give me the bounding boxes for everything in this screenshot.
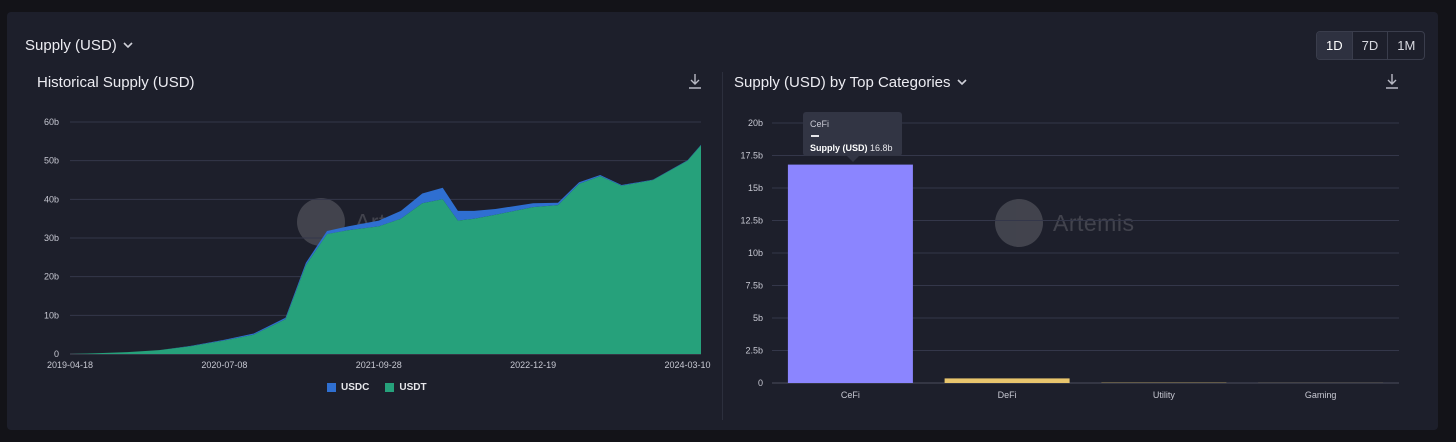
usdt-area [70, 145, 701, 354]
legend-label-usdc: USDC [341, 382, 370, 393]
y-tick-label: 12.5b [740, 216, 763, 226]
tooltip-value: 16.8b [870, 143, 893, 153]
bar-tooltip: CeFi Supply (USD) 16.8b [803, 112, 902, 156]
download-icon[interactable] [1385, 73, 1399, 94]
y-tick-label: 20b [44, 272, 59, 282]
artemis-logo-icon [995, 199, 1043, 247]
bar-defi[interactable] [944, 378, 1070, 383]
tooltip-category: CeFi [810, 119, 830, 129]
chevron-down-icon [956, 75, 967, 89]
y-tick-label: 30b [44, 233, 59, 243]
x-tick-label: 2019-04-18 [47, 360, 93, 370]
x-tick-label: 2024-03-10 [665, 360, 711, 370]
chevron-down-icon [123, 38, 133, 52]
y-tick-label: 10b [748, 248, 763, 258]
y-tick-label: 10b [44, 310, 59, 320]
historical-chart-title-text: Historical Supply (USD) [37, 74, 195, 91]
x-tick-label: CeFi [841, 390, 860, 400]
x-tick-label: Gaming [1305, 390, 1337, 400]
y-tick-label: 15b [748, 183, 763, 193]
download-icon[interactable] [688, 73, 702, 94]
categories-chart-dropdown[interactable]: Supply (USD) by Top Categories [734, 74, 967, 91]
tooltip-marker [811, 135, 819, 137]
supply-metric-dropdown[interactable]: Supply (USD) [25, 37, 133, 54]
usdt-swatch [385, 383, 395, 392]
range-1d-button[interactable]: 1D [1317, 32, 1353, 59]
tooltip-arrow [847, 156, 859, 162]
watermark-text: Artemis [1053, 209, 1135, 236]
x-tick-label: Utility [1153, 390, 1175, 400]
tooltip-label: Supply (USD) [810, 143, 868, 153]
x-tick-label: 2020-07-08 [201, 360, 247, 370]
x-tick-label: 2022-12-19 [510, 360, 556, 370]
time-range-selector: 1D 7D 1M [1316, 31, 1426, 60]
tooltip-value-row: Supply (USD) 16.8b [810, 143, 893, 153]
y-tick-label: 7.5b [745, 281, 763, 291]
y-tick-label: 20b [748, 118, 763, 128]
chart-divider [722, 72, 723, 420]
y-tick-label: 5b [753, 313, 763, 323]
artemis-watermark: Artemis [995, 199, 1134, 247]
range-7d-button[interactable]: 7D [1353, 32, 1389, 59]
usdc-swatch [327, 383, 336, 392]
y-tick-label: 0 [54, 349, 59, 359]
x-tick-label: 2021-09-28 [356, 360, 402, 370]
y-tick-label: 17.5b [740, 151, 763, 161]
legend-label-usdt: USDT [399, 382, 427, 393]
y-tick-label: 50b [44, 156, 59, 166]
x-tick-label: DeFi [998, 390, 1017, 400]
y-tick-label: 60b [44, 117, 59, 127]
historical-chart-title: Historical Supply (USD) [37, 74, 195, 91]
legend-item-usdc[interactable]: USDC [327, 382, 369, 393]
range-1m-button[interactable]: 1M [1397, 38, 1416, 53]
y-tick-label: 40b [44, 194, 59, 204]
historical-legend: USDC USDT [327, 382, 427, 393]
y-tick-label: 0 [758, 378, 763, 388]
categories-chart-title-text: Supply (USD) by Top Categories [734, 74, 951, 91]
bar-cefi[interactable] [787, 164, 913, 383]
legend-item-usdt[interactable]: USDT [385, 382, 427, 393]
y-tick-label: 2.5b [745, 346, 763, 356]
metric-title: Supply (USD) [25, 37, 117, 54]
